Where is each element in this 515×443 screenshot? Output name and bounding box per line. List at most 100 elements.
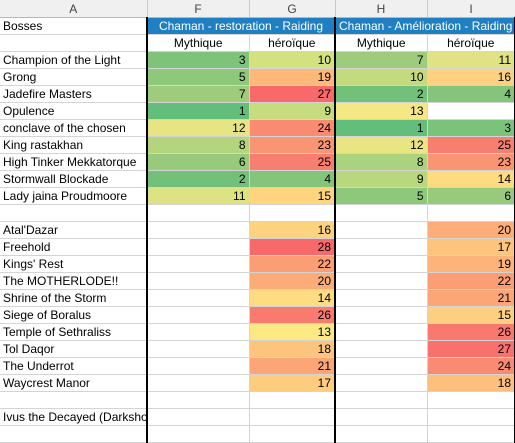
resto-mythique-cell[interactable]: 2 [146, 170, 250, 188]
resto-mythique-cell[interactable]: 6 [146, 153, 250, 171]
boss-name-cell[interactable]: conclave of the chosen [0, 119, 148, 137]
resto-heroique-cell[interactable]: 4 [249, 170, 336, 188]
amel-mythique-cell[interactable]: 12 [334, 136, 428, 154]
resto-heroique-cell[interactable]: 14 [249, 289, 336, 307]
boss-name-cell[interactable]: Champion of the Light [0, 51, 148, 69]
resto-heroique-cell[interactable]: 10 [249, 51, 336, 69]
boss-name-cell[interactable]: Tol Daqor [0, 340, 148, 358]
resto-mythique-cell[interactable]: 12 [146, 119, 250, 137]
boss-name-cell[interactable]: Siege of Boralus [0, 306, 148, 324]
resto-mythique-cell[interactable] [146, 289, 250, 307]
boss-name-cell[interactable] [0, 425, 148, 443]
boss-name-cell[interactable]: Grong [0, 68, 148, 86]
boss-name-cell[interactable]: Jadefire Masters [0, 85, 148, 103]
column-header-a[interactable]: A [0, 0, 148, 18]
subheader-amel-heroique[interactable]: héroïque [427, 34, 515, 52]
boss-name-cell[interactable]: Ivus the Decayed (Darkshore) [0, 408, 148, 426]
boss-name-cell[interactable]: The Underrot [0, 357, 148, 375]
resto-heroique-cell[interactable]: 15 [249, 187, 336, 205]
boss-name-cell[interactable]: High Tinker Mekkatorque [0, 153, 148, 171]
boss-name-cell[interactable]: Opulence [0, 102, 148, 120]
amel-heroique-cell[interactable]: 16 [427, 68, 515, 86]
resto-mythique-cell[interactable] [146, 255, 250, 273]
amel-heroique-cell[interactable]: 25 [427, 136, 515, 154]
resto-heroique-cell[interactable]: 13 [249, 323, 336, 341]
resto-heroique-cell[interactable]: 20 [249, 272, 336, 290]
amel-mythique-cell[interactable] [334, 238, 428, 256]
amel-mythique-cell[interactable]: 13 [334, 102, 428, 120]
amel-heroique-cell[interactable] [427, 204, 515, 222]
amel-heroique-cell[interactable]: 23 [427, 153, 515, 171]
amel-heroique-cell[interactable]: 26 [427, 323, 515, 341]
group-header-amelioration[interactable]: Chaman - Amélioration - Raiding [334, 17, 515, 35]
resto-heroique-cell[interactable]: 9 [249, 102, 336, 120]
resto-heroique-cell[interactable] [249, 408, 336, 426]
resto-mythique-cell[interactable] [146, 221, 250, 239]
amel-mythique-cell[interactable] [334, 391, 428, 409]
amel-heroique-cell[interactable] [427, 425, 515, 443]
amel-mythique-cell[interactable]: 9 [334, 170, 428, 188]
boss-name-cell[interactable] [0, 391, 148, 409]
boss-name-cell[interactable]: Temple of Sethraliss [0, 323, 148, 341]
column-header-h[interactable]: H [335, 0, 428, 18]
amel-heroique-cell[interactable]: 4 [427, 85, 515, 103]
amel-heroique-cell[interactable]: 18 [427, 374, 515, 392]
resto-mythique-cell[interactable] [146, 204, 250, 222]
amel-mythique-cell[interactable] [334, 323, 428, 341]
resto-heroique-cell[interactable]: 27 [249, 85, 336, 103]
amel-heroique-cell[interactable] [427, 391, 515, 409]
column-header-f[interactable]: F [147, 0, 250, 18]
amel-mythique-cell[interactable] [334, 340, 428, 358]
amel-mythique-cell[interactable] [334, 204, 428, 222]
resto-mythique-cell[interactable]: 1 [146, 102, 250, 120]
boss-name-cell[interactable] [0, 204, 148, 222]
amel-heroique-cell[interactable] [427, 408, 515, 426]
boss-name-cell[interactable]: The MOTHERLODE!! [0, 272, 148, 290]
amel-heroique-cell[interactable] [427, 102, 515, 120]
amel-heroique-cell[interactable]: 14 [427, 170, 515, 188]
resto-heroique-cell[interactable]: 21 [249, 357, 336, 375]
subheader-resto-heroique[interactable]: héroïque [249, 34, 336, 52]
amel-mythique-cell[interactable]: 10 [334, 68, 428, 86]
amel-mythique-cell[interactable] [334, 289, 428, 307]
amel-heroique-cell[interactable]: 6 [427, 187, 515, 205]
boss-name-cell[interactable]: Shrine of the Storm [0, 289, 148, 307]
resto-heroique-cell[interactable]: 22 [249, 255, 336, 273]
amel-heroique-cell[interactable]: 21 [427, 289, 515, 307]
amel-mythique-cell[interactable] [334, 357, 428, 375]
resto-mythique-cell[interactable] [146, 425, 250, 443]
resto-heroique-cell[interactable]: 19 [249, 68, 336, 86]
amel-heroique-cell[interactable]: 19 [427, 255, 515, 273]
resto-mythique-cell[interactable] [146, 374, 250, 392]
resto-heroique-cell[interactable]: 23 [249, 136, 336, 154]
resto-mythique-cell[interactable]: 11 [146, 187, 250, 205]
resto-mythique-cell[interactable] [146, 340, 250, 358]
resto-mythique-cell[interactable] [146, 238, 250, 256]
group-header-restoration[interactable]: Chaman - restoration - Raiding [146, 17, 336, 35]
resto-mythique-cell[interactable] [146, 391, 250, 409]
resto-heroique-cell[interactable]: 25 [249, 153, 336, 171]
amel-mythique-cell[interactable] [334, 408, 428, 426]
resto-mythique-cell[interactable]: 7 [146, 85, 250, 103]
amel-heroique-cell[interactable]: 20 [427, 221, 515, 239]
amel-heroique-cell[interactable]: 15 [427, 306, 515, 324]
amel-mythique-cell[interactable]: 7 [334, 51, 428, 69]
amel-mythique-cell[interactable] [334, 306, 428, 324]
resto-heroique-cell[interactable]: 24 [249, 119, 336, 137]
resto-mythique-cell[interactable] [146, 408, 250, 426]
amel-heroique-cell[interactable]: 11 [427, 51, 515, 69]
subheader-resto-mythique[interactable]: Mythique [146, 34, 250, 52]
resto-heroique-cell[interactable]: 18 [249, 340, 336, 358]
subheader-amel-mythique[interactable]: Mythique [334, 34, 428, 52]
resto-mythique-cell[interactable]: 3 [146, 51, 250, 69]
amel-heroique-cell[interactable]: 27 [427, 340, 515, 358]
amel-mythique-cell[interactable] [334, 374, 428, 392]
amel-mythique-cell[interactable] [334, 272, 428, 290]
column-header-i[interactable]: I [427, 0, 515, 18]
amel-mythique-cell[interactable]: 1 [334, 119, 428, 137]
amel-mythique-cell[interactable]: 2 [334, 85, 428, 103]
amel-heroique-cell[interactable]: 3 [427, 119, 515, 137]
resto-mythique-cell[interactable] [146, 323, 250, 341]
resto-heroique-cell[interactable]: 17 [249, 374, 336, 392]
resto-mythique-cell[interactable] [146, 357, 250, 375]
